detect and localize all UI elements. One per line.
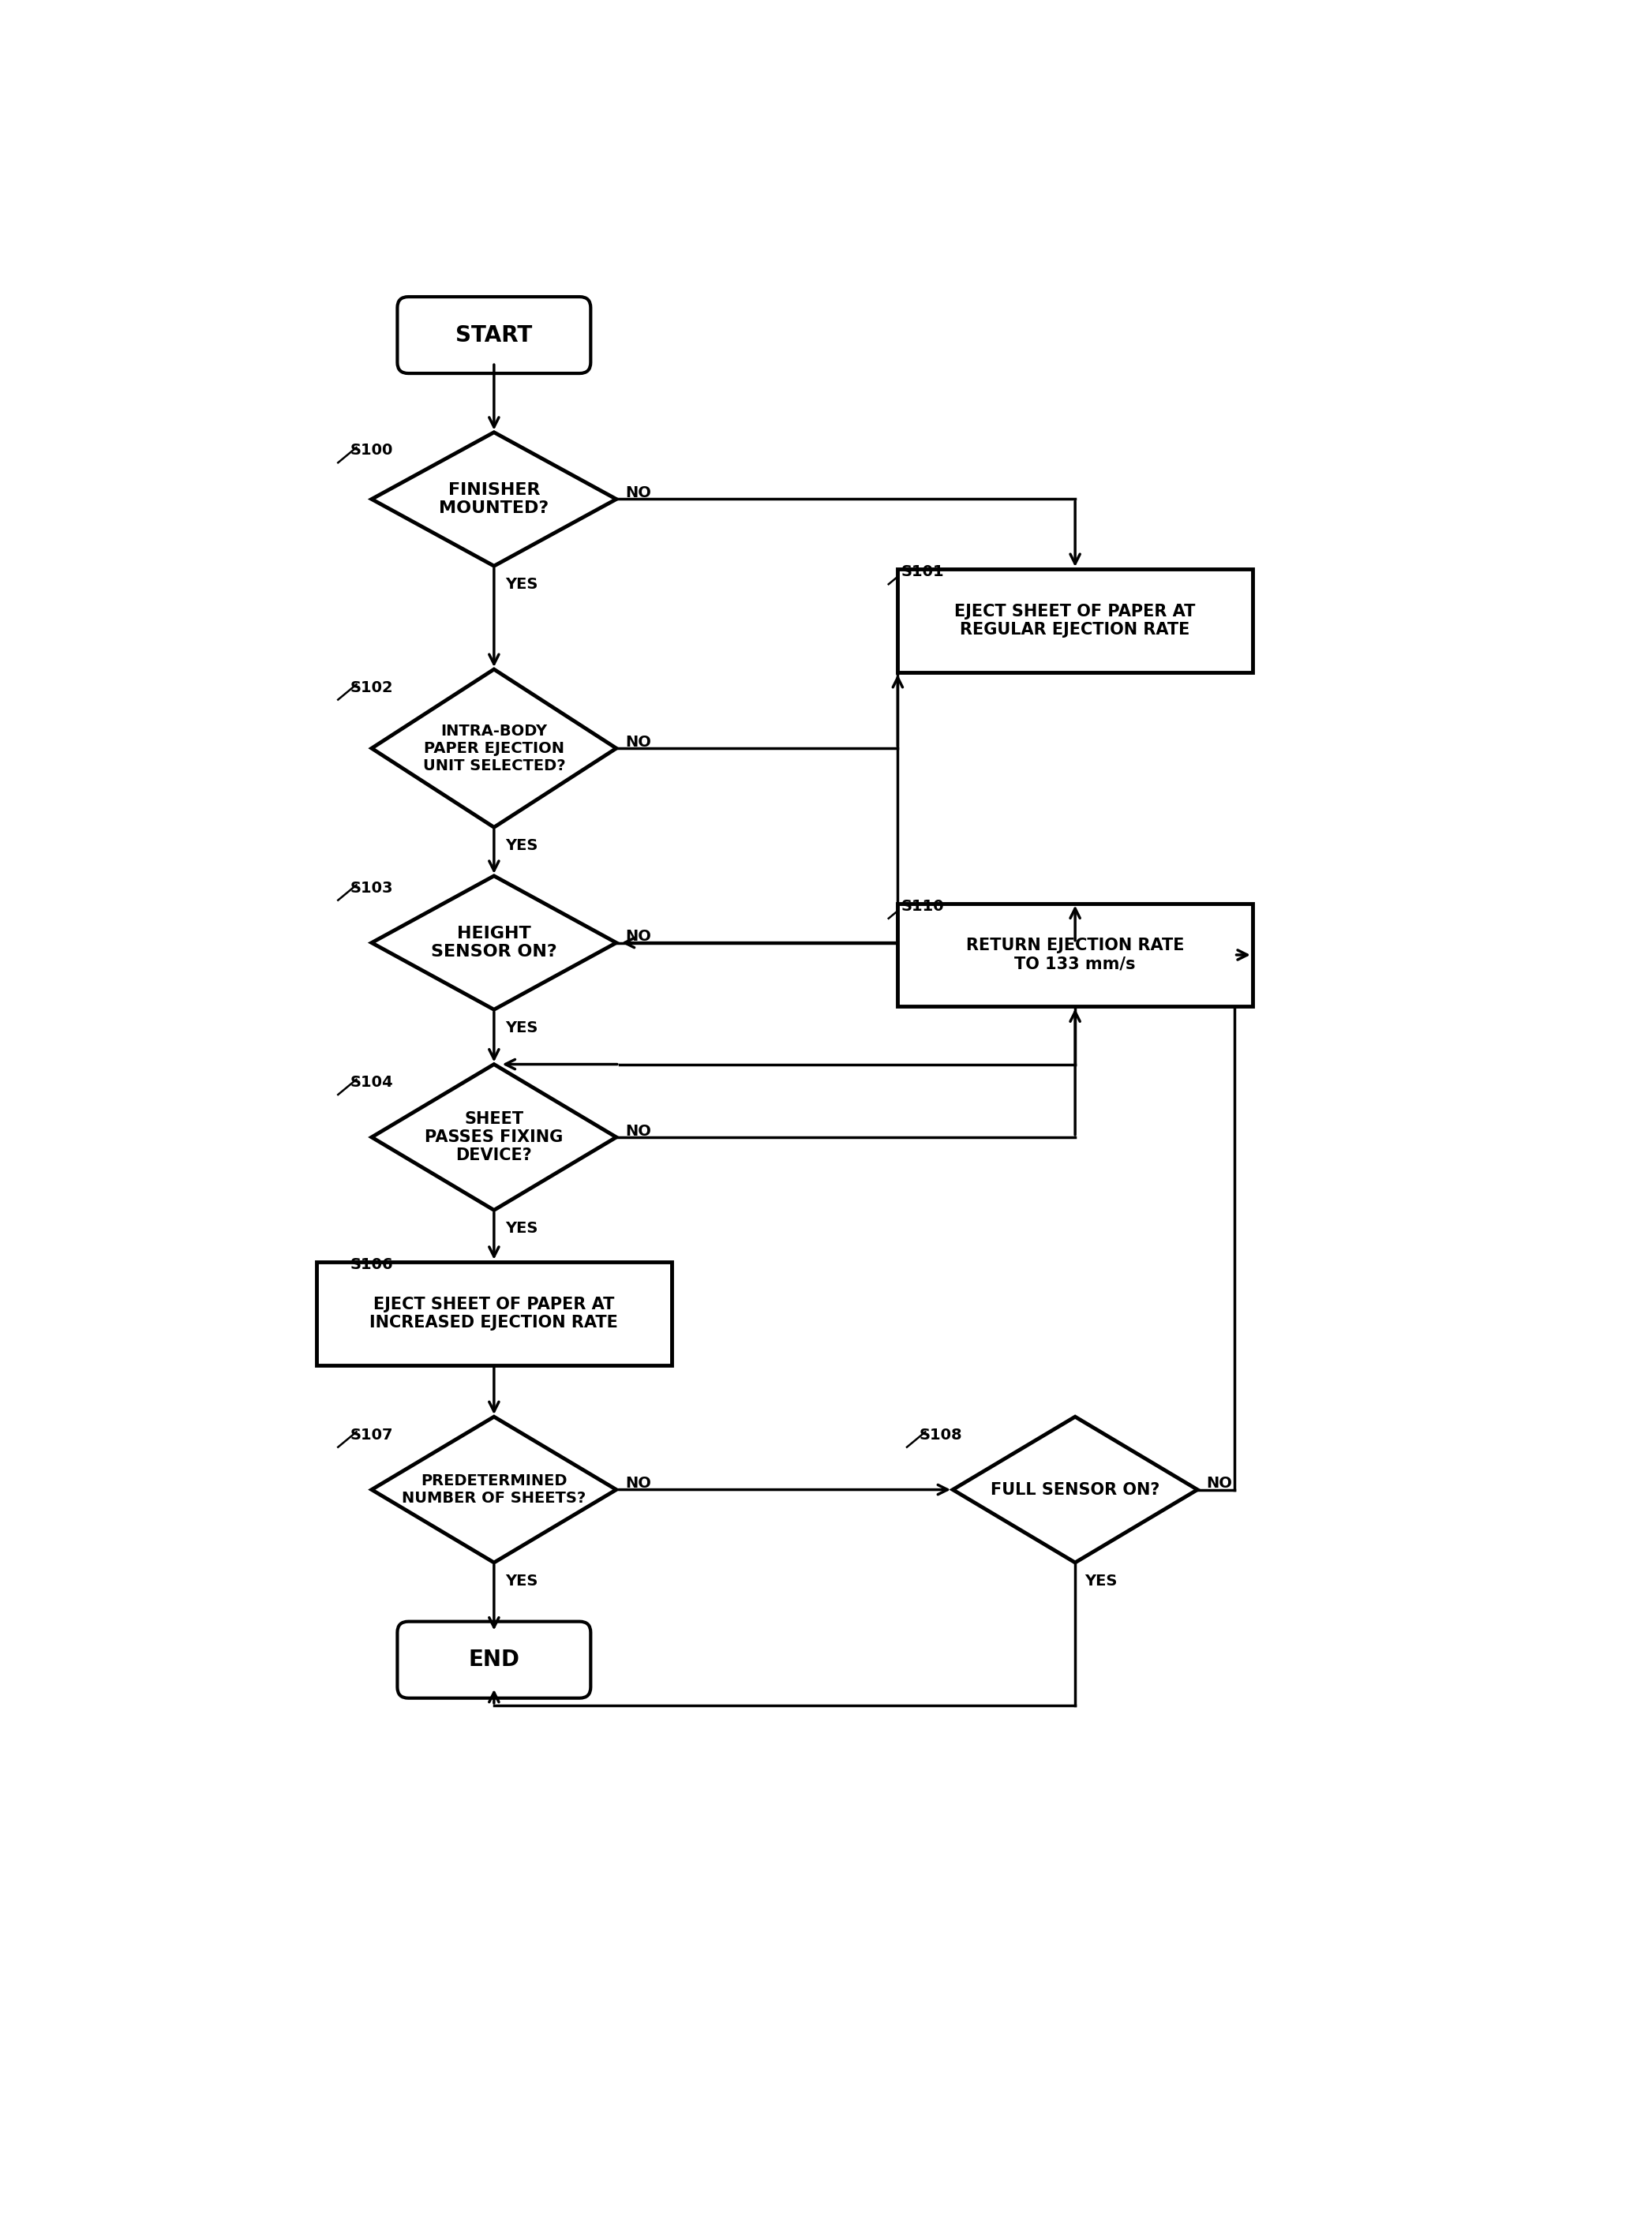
- Text: NO: NO: [1206, 1476, 1232, 1492]
- Text: NO: NO: [626, 930, 651, 943]
- Text: S101: S101: [900, 564, 943, 579]
- Text: FULL SENSOR ON?: FULL SENSOR ON?: [991, 1481, 1160, 1498]
- Bar: [897, 904, 1252, 1006]
- Text: EJECT SHEET OF PAPER AT
INCREASED EJECTION RATE: EJECT SHEET OF PAPER AT INCREASED EJECTI…: [370, 1296, 618, 1330]
- Text: INTRA-BODY
PAPER EJECTION
UNIT SELECTED?: INTRA-BODY PAPER EJECTION UNIT SELECTED?: [423, 724, 565, 773]
- Text: END: END: [469, 1649, 520, 1672]
- Polygon shape: [372, 1416, 616, 1563]
- Bar: [897, 568, 1252, 673]
- FancyBboxPatch shape: [398, 1621, 591, 1698]
- Text: S100: S100: [350, 444, 393, 457]
- Text: NO: NO: [626, 1123, 651, 1139]
- Text: NO: NO: [626, 1476, 651, 1492]
- Text: EJECT SHEET OF PAPER AT
REGULAR EJECTION RATE: EJECT SHEET OF PAPER AT REGULAR EJECTION…: [955, 604, 1196, 637]
- Text: S108: S108: [919, 1427, 961, 1443]
- Text: HEIGHT
SENSOR ON?: HEIGHT SENSOR ON?: [431, 926, 557, 959]
- Text: PREDETERMINED
NUMBER OF SHEETS?: PREDETERMINED NUMBER OF SHEETS?: [401, 1474, 586, 1505]
- Text: NO: NO: [626, 486, 651, 500]
- Text: YES: YES: [1084, 1574, 1117, 1590]
- Text: YES: YES: [506, 1021, 537, 1035]
- Text: S104: S104: [350, 1074, 393, 1090]
- Text: S103: S103: [350, 881, 393, 895]
- Text: NO: NO: [626, 735, 651, 750]
- Text: S102: S102: [350, 679, 393, 695]
- Text: YES: YES: [506, 1221, 537, 1237]
- Text: S110: S110: [900, 899, 943, 915]
- Polygon shape: [372, 433, 616, 566]
- Text: YES: YES: [506, 1574, 537, 1590]
- Bar: [317, 1261, 671, 1365]
- Polygon shape: [372, 668, 616, 828]
- Text: RETURN EJECTION RATE
TO 133 mm/s: RETURN EJECTION RATE TO 133 mm/s: [966, 937, 1184, 972]
- Text: YES: YES: [506, 839, 537, 852]
- Text: FINISHER
MOUNTED?: FINISHER MOUNTED?: [439, 482, 548, 517]
- Text: SHEET
PASSES FIXING
DEVICE?: SHEET PASSES FIXING DEVICE?: [425, 1110, 563, 1163]
- Text: S107: S107: [350, 1427, 393, 1443]
- Text: S106: S106: [350, 1257, 393, 1272]
- Polygon shape: [953, 1416, 1198, 1563]
- Text: START: START: [456, 324, 532, 346]
- Text: YES: YES: [506, 577, 537, 593]
- FancyBboxPatch shape: [398, 297, 591, 373]
- Polygon shape: [372, 1063, 616, 1210]
- Polygon shape: [372, 877, 616, 1010]
